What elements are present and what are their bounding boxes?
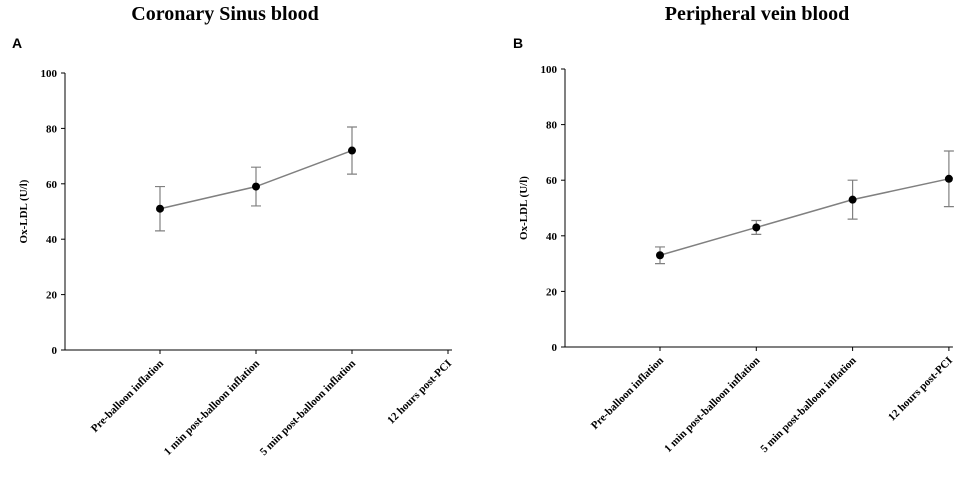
y-tick-label: 80	[546, 120, 558, 132]
x-tick-label: 1 min post-balloon inflation	[162, 358, 262, 458]
chart-title: Peripheral vein blood	[665, 3, 849, 25]
x-tick-label: 12 hours post-PCI	[886, 355, 955, 424]
y-tick-label: 60	[46, 179, 58, 191]
point	[348, 146, 356, 155]
y-tick-label: 20	[546, 286, 558, 298]
y-tick-label: 100	[541, 64, 558, 76]
x-tick-label: 5 min post-balloon inflation	[258, 358, 358, 458]
point	[944, 174, 953, 183]
x-tick-label: Pre-balloon inflation	[589, 355, 666, 432]
x-tick-label: 1 min post-balloon inflation	[662, 355, 762, 455]
y-tick-label: 100	[41, 68, 58, 80]
y-tick-label: 80	[46, 123, 58, 135]
y-tick-label: 0	[52, 345, 58, 357]
point	[752, 223, 761, 232]
x-tick-label: 12 hours post-PCI	[385, 358, 454, 427]
panel-label: B	[513, 35, 523, 51]
y-tick-label: 20	[46, 290, 58, 302]
line	[659, 178, 950, 256]
y-tick-label: 40	[46, 234, 58, 246]
point	[252, 182, 260, 191]
panel-label: A	[12, 35, 22, 51]
chart-title: Coronary Sinus blood	[131, 3, 318, 25]
y-tick-label: 40	[546, 231, 558, 243]
y-axis-label: Ox-LDL (U/l)	[18, 179, 30, 243]
x-tick-label: Pre-balloon inflation	[89, 358, 166, 435]
point	[848, 195, 857, 204]
y-tick-label: 60	[546, 175, 558, 187]
y-tick-label: 0	[552, 342, 558, 354]
point	[656, 251, 664, 260]
x-tick-label: 5 min post-balloon inflation	[758, 355, 858, 455]
y-axis-label: Ox-LDL (U/l)	[518, 176, 530, 240]
point	[156, 204, 164, 213]
